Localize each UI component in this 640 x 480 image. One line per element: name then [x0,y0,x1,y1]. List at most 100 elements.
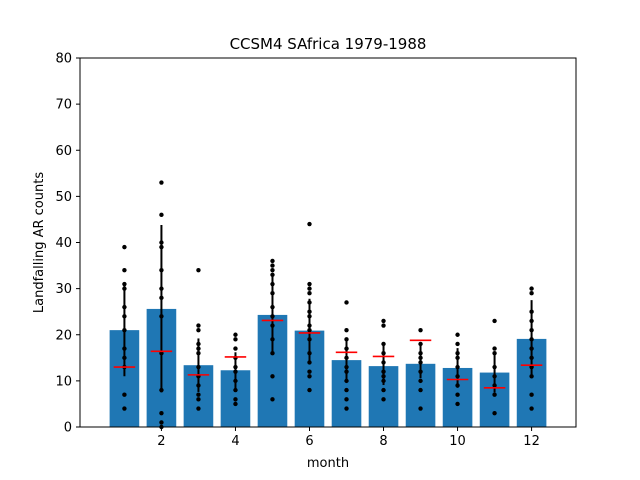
data-point [492,392,497,397]
data-point [492,410,497,416]
data-point [529,327,534,333]
data-point [122,355,127,361]
y-tick-label: 20 [55,328,72,343]
x-tick-label: 8 [379,434,387,449]
data-point [418,360,423,365]
data-point [307,300,312,305]
data-point [529,309,534,314]
data-point [344,346,349,351]
data-point [455,364,460,370]
data-point [307,221,312,227]
data-point [381,369,386,374]
data-point [233,369,238,374]
data-point [233,401,238,407]
data-point [307,327,312,333]
data-point [529,286,534,291]
data-point [492,346,497,351]
data-point [196,346,201,351]
data-point [529,392,534,397]
data-point [122,406,127,411]
data-point [270,351,275,356]
data-point [381,351,386,356]
data-point [270,281,275,287]
x-tick-label: 4 [231,434,239,449]
data-point [381,374,386,379]
x-tick-label: 6 [305,434,313,449]
data-point [159,244,164,250]
data-point [196,267,201,273]
y-axis: 0 10 20 30 40 50 60 70 80 [55,52,80,436]
data-point [492,364,497,370]
data-point [122,327,127,333]
data-point [529,291,534,296]
x-axis: 2 4 6 8 10 12 [157,427,540,449]
data-point [270,267,275,273]
data-point [529,374,534,379]
y-tick-label: 40 [55,236,72,251]
y-tick-label: 10 [55,374,72,389]
data-point [529,406,534,411]
data-point [455,401,460,407]
data-point [307,369,312,374]
data-point [122,267,127,273]
data-point [233,346,238,351]
data-point [233,387,238,393]
data-point [344,355,349,361]
data-point [196,392,201,397]
data-point [159,420,164,425]
data-point [159,314,164,319]
data-point [159,240,164,245]
data-point [270,258,275,264]
data-point [159,180,164,185]
data-point [233,378,238,384]
data-point [196,341,201,347]
data-point [529,318,534,324]
data-point [122,392,127,397]
data-point [196,351,201,356]
data-point [381,341,386,347]
data-point [307,309,312,314]
data-point [418,406,423,411]
data-point [455,351,460,356]
data-point [455,332,460,337]
data-point [307,387,312,393]
data-point [529,346,534,351]
data-point [344,397,349,402]
data-point [307,351,312,356]
data-point [381,323,386,328]
data-point [307,291,312,296]
data-point [381,318,386,324]
data-point [270,323,275,328]
plot-area [109,180,547,430]
data-point [270,263,275,268]
data-point [233,332,238,337]
x-axis-label: month [307,456,349,471]
data-point [233,364,238,370]
data-point [529,355,534,361]
data-point [270,304,275,310]
data-point [492,383,497,388]
data-point [270,272,275,277]
data-point [196,406,201,411]
data-point [159,212,164,218]
data-point [455,355,460,361]
data-point [455,374,460,379]
chart-title: CCSM4 SAfrica 1979-1988 [230,35,427,53]
data-point [196,327,201,333]
data-point [307,314,312,319]
data-point [159,295,164,301]
x-tick-label: 12 [523,434,540,449]
data-point [344,406,349,411]
data-point [307,281,312,287]
data-point [381,378,386,384]
data-point [122,346,127,351]
data-point [418,387,423,393]
data-point [270,374,275,379]
data-point [122,286,127,291]
x-tick-label: 10 [449,434,466,449]
data-point [270,291,275,296]
data-point [196,323,201,328]
y-tick-label: 50 [55,190,72,205]
data-point [418,327,423,333]
